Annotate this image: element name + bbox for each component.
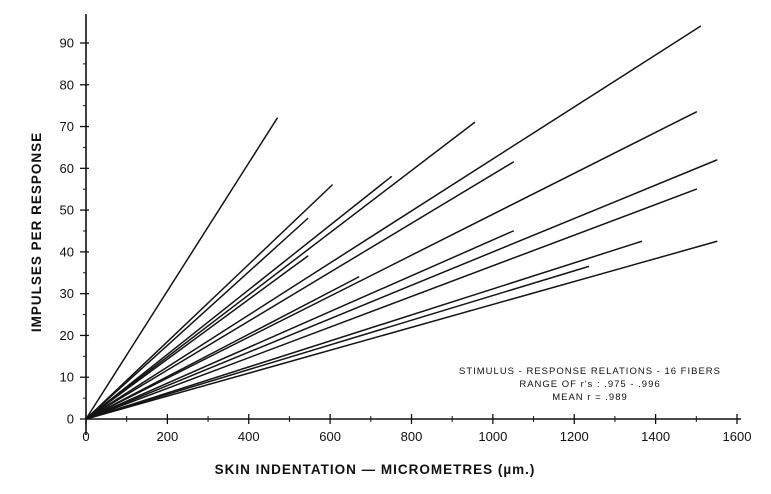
x-tick-label: 1600 [723,429,752,444]
y-tick-label: 70 [60,119,74,134]
x-tick-label: 400 [238,429,260,444]
y-tick-label: 10 [60,370,74,385]
series-lines [85,25,718,420]
y-tick-label: 30 [60,286,74,301]
y-tick-label: 50 [60,203,74,218]
y-tick-label: 0 [67,412,74,427]
x-tick-label: 1400 [641,429,670,444]
x-axis-label: SKIN INDENTATION — MICROMETRES (µm.) [215,462,536,477]
series-line-8 [85,25,702,420]
series-line-5 [85,175,392,420]
series-line-12 [85,159,718,420]
y-tick-label: 40 [60,244,74,259]
series-line-10 [85,111,698,420]
y-axis-label: IMPULSES PER RESPONSE [29,132,44,332]
x-tick-label: 1000 [478,429,507,444]
series-line-14 [85,240,643,420]
x-tick-label: 0 [82,429,89,444]
y-tick-label: 90 [60,36,74,51]
series-line-2 [85,184,333,420]
annotation-mean: MEAN r = .989 [552,392,628,403]
series-line-13 [85,188,698,420]
y-tick-label: 60 [60,161,74,176]
series-line-11 [85,230,514,420]
x-tick-label: 600 [319,429,341,444]
x-tick-label: 1200 [560,429,589,444]
annotation-title: STIMULUS - RESPONSE RELATIONS - 16 FIBER… [459,366,721,377]
series-line-15 [85,265,590,420]
y-tick-label: 20 [60,328,74,343]
x-tick-label: 800 [401,429,423,444]
series-line-16 [85,240,718,420]
series-line-1 [85,117,278,420]
annotation-range: RANGE OF r's : .975 - .996 [519,379,660,390]
series-line-3 [85,217,309,420]
y-tick-label: 80 [60,77,74,92]
x-tick-label: 200 [157,429,179,444]
series-line-9 [85,161,514,420]
series-line-6 [85,121,476,420]
ticks: 0 200 400 600 800 1000 1200 1400 1600 0 10 20 30 40 50… [60,36,752,445]
series-line-4 [85,255,309,420]
annotation-block: STIMULUS - RESPONSE RELATIONS - 16 FIBER… [459,366,721,403]
